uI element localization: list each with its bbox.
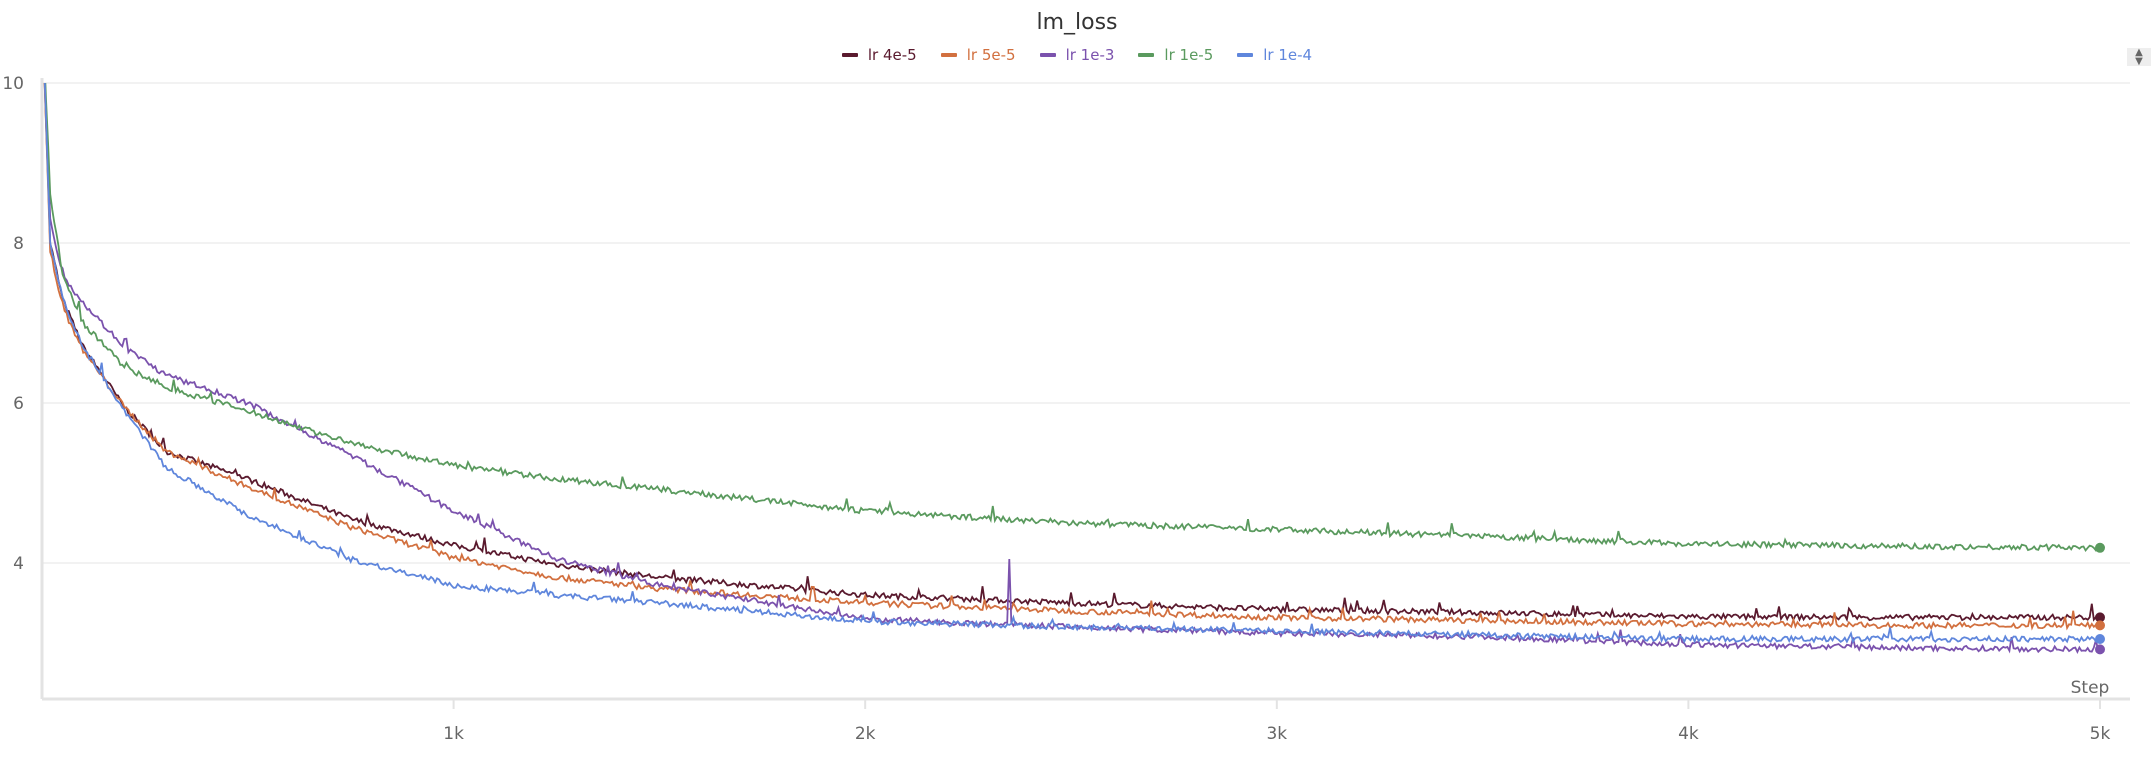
chart-title: lm_loss	[1036, 10, 1118, 35]
legend-label: lr 4e-5	[867, 46, 917, 64]
y-tick-label: 6	[13, 394, 24, 414]
legend-swatch	[1237, 53, 1254, 57]
series-line-0	[43, 83, 2101, 623]
x-tick-label: 5k	[2090, 724, 2111, 744]
series-line-4	[43, 83, 2101, 644]
legend-swatch	[940, 53, 957, 57]
legend-swatch	[841, 53, 858, 57]
legend-label: lr 1e-4	[1263, 46, 1313, 64]
legend-item[interactable]: lr 1e-4	[1237, 46, 1312, 64]
legend-label: lr 1e-5	[1164, 46, 1214, 64]
series-endpoint-2[interactable]	[2095, 644, 2105, 655]
series-line-2	[44, 83, 2101, 655]
legend-swatch	[1039, 53, 1056, 57]
legend-item[interactable]: lr 5e-5	[940, 46, 1016, 64]
y-tick-label: 4	[13, 554, 24, 574]
y-tick-label: 10	[2, 74, 24, 94]
legend-item[interactable]: lr 4e-5	[841, 46, 917, 64]
series-endpoint-3[interactable]	[2095, 542, 2105, 553]
series-line-3	[44, 83, 2101, 553]
legend-item[interactable]: lr 1e-5	[1138, 46, 1213, 64]
legend-swatch	[1138, 53, 1155, 57]
x-tick-label: 1k	[443, 724, 464, 744]
x-tick-label: 4k	[1678, 724, 1699, 744]
series-line-1	[43, 83, 2101, 631]
legend-label: lr 1e-3	[1065, 46, 1115, 64]
x-tick-label: 3k	[1266, 724, 1287, 744]
x-axis-label: Step	[2071, 678, 2110, 698]
series-endpoint-4[interactable]	[2095, 634, 2105, 644]
x-tick-label: 2k	[855, 724, 876, 744]
legend: lr 4e-5 lr 5e-5 lr 1e-3 lr 1e-5 lr 1e-4	[0, 46, 2154, 64]
legend-item[interactable]: lr 1e-3	[1039, 46, 1115, 64]
y-tick-label: 8	[13, 234, 24, 254]
series-endpoint-1[interactable]	[2095, 620, 2105, 631]
legend-label: lr 5e-5	[966, 46, 1016, 64]
series-endpoint-0[interactable]	[2095, 612, 2105, 623]
legend-scroll-icon[interactable]: ▲ ▼	[2127, 48, 2151, 67]
